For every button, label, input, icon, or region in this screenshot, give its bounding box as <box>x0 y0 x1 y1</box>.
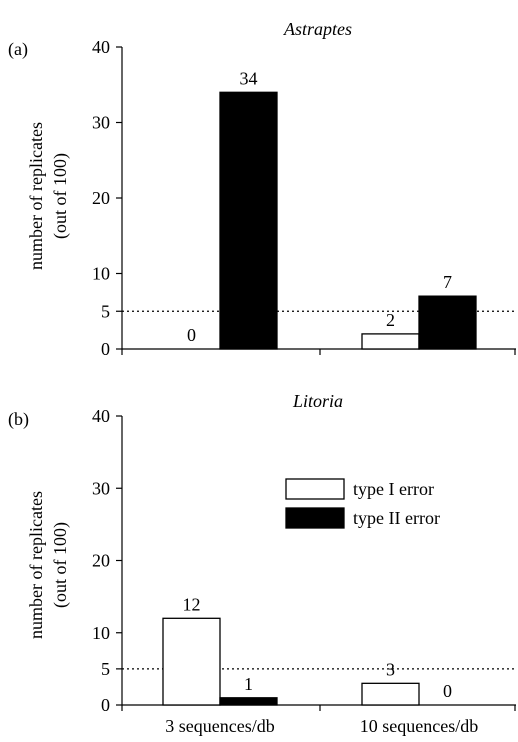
y-tick-label: 10 <box>92 623 110 643</box>
y-tick-label: 5 <box>101 659 110 679</box>
y-tick-label: 5 <box>101 301 110 321</box>
x-tick-label: 10 sequences/db <box>360 716 478 736</box>
y-axis-label: number of replicates <box>26 491 46 639</box>
y-tick-label: 20 <box>92 551 110 571</box>
y-tick-label: 30 <box>92 478 110 498</box>
chart-title: Astraptes <box>283 19 352 39</box>
y-tick-label: 40 <box>92 406 110 426</box>
y-tick-label: 0 <box>101 339 110 359</box>
y-tick-label: 20 <box>92 188 110 208</box>
bar-type-i <box>361 682 420 706</box>
panel-label: (a) <box>8 39 28 60</box>
bar-value-label: 12 <box>183 594 201 614</box>
y-tick-label: 30 <box>92 113 110 133</box>
y-tick-label: 10 <box>92 264 110 284</box>
legend-label: type II error <box>353 508 440 528</box>
bar-value-label: 3 <box>386 659 395 679</box>
panel-b: (b) Litoria number of replicates (out of 10… <box>8 391 516 736</box>
bar-type-ii <box>219 697 278 706</box>
y-tick-label: 40 <box>92 37 110 57</box>
legend-swatch <box>285 478 345 500</box>
y-axis-label: (out of 100) <box>50 522 71 608</box>
bar-type-ii <box>219 91 278 350</box>
bar-value-label: 2 <box>386 310 395 330</box>
bar-value-label: 1 <box>244 674 253 694</box>
bar-type-ii <box>418 295 477 350</box>
bar-value-label: 0 <box>187 325 196 345</box>
legend-swatch <box>285 507 345 529</box>
bar-type-i <box>361 333 420 350</box>
legend-label: type I error <box>353 479 434 499</box>
chart-title: Litoria <box>292 391 343 411</box>
panel-a: (a) Astraptes number of replicates (out of … <box>8 19 516 359</box>
bar-value-label: 7 <box>443 272 452 292</box>
legend: type I error type II error <box>285 478 440 529</box>
panel-label: (b) <box>8 409 29 430</box>
bar-value-label: 34 <box>240 68 258 88</box>
bar-type-i <box>162 617 221 706</box>
y-axis-label: number of replicates <box>26 122 46 270</box>
x-tick-label: 3 sequences/db <box>165 716 274 736</box>
y-tick-label: 0 <box>101 695 110 715</box>
bar-value-label: 0 <box>443 681 452 701</box>
y-axis-label: (out of 100) <box>50 153 71 239</box>
